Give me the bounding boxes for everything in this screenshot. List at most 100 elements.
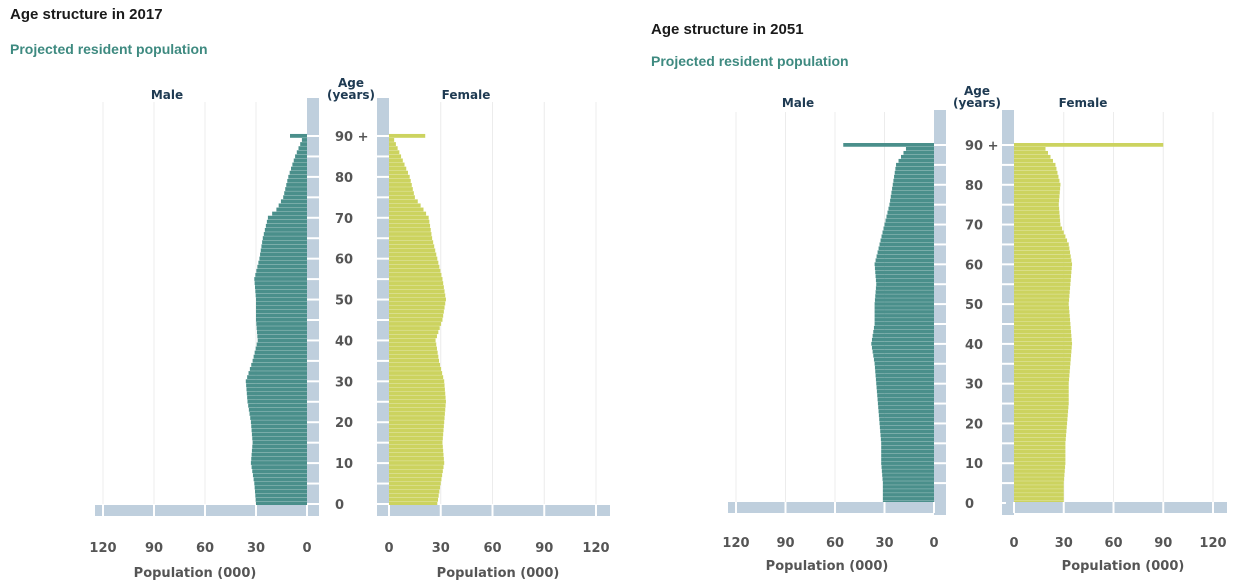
male-bar-age-16 xyxy=(880,437,934,442)
male-bar-age-39 xyxy=(871,345,934,350)
male-age-axis-strip xyxy=(307,98,319,516)
female-bar-age-53 xyxy=(389,285,444,290)
female-x-tick-label: 0 xyxy=(1009,536,1018,551)
male-bar-age-3 xyxy=(254,489,307,494)
female-bar-age-50 xyxy=(389,297,446,302)
female-bar-age-5 xyxy=(389,481,441,486)
female-bar-age-68 xyxy=(1014,230,1064,235)
male-bar-age-19 xyxy=(251,424,307,429)
male-bar-age-82 xyxy=(894,174,934,179)
male-bar-age-74 xyxy=(888,206,934,211)
male-bar-age-12 xyxy=(251,452,307,457)
male-bar-age-64 xyxy=(878,246,934,251)
male-bar-age-77 xyxy=(890,194,934,199)
male-bar-age-55 xyxy=(254,277,307,281)
female-bar-age-50 xyxy=(1014,302,1069,306)
female-bar-age-7 xyxy=(389,473,443,478)
male-bar-age-9 xyxy=(881,465,934,469)
male-bar-age-28 xyxy=(876,389,934,394)
male-bar-age-88 xyxy=(903,150,934,155)
male-bar-age-4 xyxy=(254,485,307,490)
female-bar-age-81 xyxy=(1014,178,1060,183)
male-bar-age-36 xyxy=(873,357,934,362)
female-x-tick-label: 90 xyxy=(1154,536,1172,551)
female-bar-age-11 xyxy=(1014,457,1066,461)
male-bar-age-37 xyxy=(873,353,934,358)
female-bar-age-52 xyxy=(389,289,445,294)
female-bar-age-0 xyxy=(389,501,438,506)
male-bar-age-47 xyxy=(256,309,307,314)
male-bar-age-45 xyxy=(874,322,934,326)
female-x-axis-title: Population (000) xyxy=(1062,559,1185,574)
age-tick-label: 50 xyxy=(335,294,353,309)
male-bar-age-13 xyxy=(881,449,934,454)
female-bar-age-22 xyxy=(389,412,445,416)
male-bar-age-51 xyxy=(874,298,934,302)
female-bar-age-85 xyxy=(389,154,402,159)
female-bar-age-57 xyxy=(389,268,441,273)
female-x-tick-label: 0 xyxy=(384,541,393,556)
male-bar-age-21 xyxy=(879,417,934,422)
female-bar-age-2 xyxy=(1014,493,1064,497)
male-bar-age-52 xyxy=(875,294,934,298)
female-x-tick-label: 30 xyxy=(1055,536,1073,551)
age-tick-label: 0 xyxy=(335,498,344,513)
male-bar-age-43 xyxy=(873,329,934,334)
female-bar-age-19 xyxy=(389,424,444,429)
female-bar-age-3 xyxy=(389,489,440,494)
male-bar-age-26 xyxy=(247,395,307,400)
male-bar-age-70 xyxy=(884,222,934,227)
female-bar-age-64 xyxy=(1014,246,1070,251)
male-bar-age-24 xyxy=(878,405,934,410)
male-x-tick-label: 120 xyxy=(89,541,116,556)
age-tick-label: 20 xyxy=(335,416,353,431)
male-bar-age-21 xyxy=(250,416,307,420)
male-bar-age-81 xyxy=(289,170,307,175)
age-tick-label: 30 xyxy=(965,378,983,393)
male-bar-age-71 xyxy=(272,211,307,216)
male-bar-age-20 xyxy=(250,420,307,425)
male-bar-age-49 xyxy=(874,306,934,310)
female-bar-age-30 xyxy=(1014,381,1069,386)
female-bar-age-70 xyxy=(1014,222,1061,227)
male-bar-age-38 xyxy=(872,349,934,354)
male-bar-age-42 xyxy=(257,330,307,335)
female-bar-age-79 xyxy=(389,178,411,183)
female-bar-age-9 xyxy=(1014,465,1066,469)
female-bar-age-19 xyxy=(1014,425,1067,430)
female-bar-age-65 xyxy=(1014,242,1069,247)
female-bar-age-84 xyxy=(1014,166,1057,171)
female-bar-age-67 xyxy=(389,228,431,232)
male-bar-age-65 xyxy=(262,236,307,241)
male-bar-age-60 xyxy=(874,262,934,267)
male-bar-age-81 xyxy=(893,178,934,183)
male-bar-age-57 xyxy=(256,268,307,273)
male-bar-age-32 xyxy=(248,371,307,375)
female-bar-age-9 xyxy=(389,465,444,469)
male-bar-age-76 xyxy=(284,191,307,196)
female-bar-age-8 xyxy=(1014,469,1065,473)
female-bar-age-1 xyxy=(1014,497,1064,501)
male-bar-age-3 xyxy=(882,489,934,493)
male-bar-age-58 xyxy=(875,270,934,275)
male-bar-age-47 xyxy=(874,314,934,318)
male-x-tick-label: 90 xyxy=(776,536,794,551)
male-bar-age-26 xyxy=(877,397,934,402)
female-x-tick-label: 90 xyxy=(535,541,553,556)
male-bar-age-15 xyxy=(881,441,934,446)
female-bar-age-58 xyxy=(389,264,440,269)
age-tick-label: 50 xyxy=(965,298,983,313)
male-bar-age-22 xyxy=(878,413,934,418)
female-bar-age-74 xyxy=(1014,206,1060,211)
male-bar-age-7 xyxy=(882,473,934,477)
female-bar-age-89 xyxy=(389,138,395,142)
female-bar-age-65 xyxy=(389,236,433,241)
female-bar-age-60 xyxy=(1014,262,1073,267)
female-bar-age-86 xyxy=(1014,158,1053,163)
female-bar-age-6 xyxy=(389,477,442,482)
male-bar-age-89 xyxy=(905,146,934,151)
male-bar-age-23 xyxy=(878,409,934,414)
male-population-axis-strip xyxy=(95,505,319,516)
male-bar-age-7 xyxy=(252,473,307,478)
female-bar-age-85 xyxy=(1014,162,1056,167)
